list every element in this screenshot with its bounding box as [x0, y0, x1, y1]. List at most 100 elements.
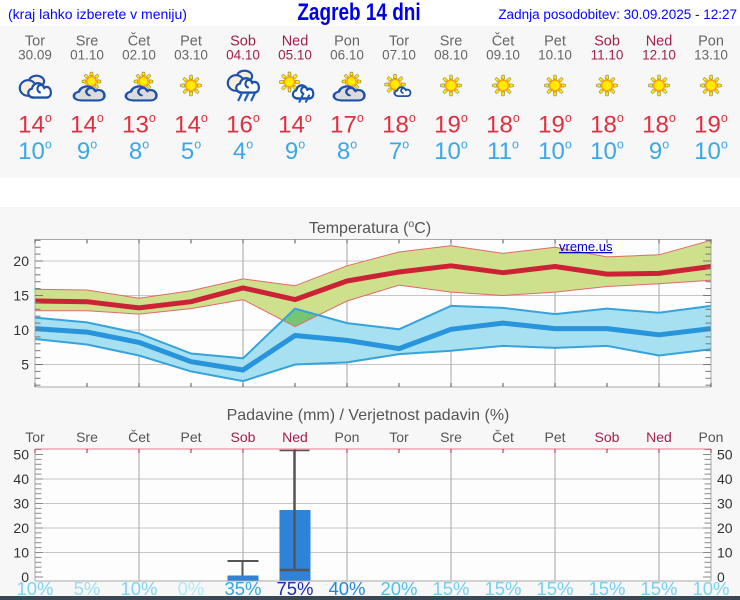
svg-text:5: 5 [21, 357, 29, 373]
svg-text:10.10: 10.10 [538, 48, 572, 63]
svg-text:10%: 10% [16, 578, 53, 599]
svg-text:15: 15 [13, 288, 29, 304]
svg-text:Čet: Čet [492, 429, 514, 445]
svg-text:15%: 15% [484, 578, 521, 599]
svg-text:Pon: Pon [699, 429, 724, 445]
svg-text:20: 20 [717, 520, 733, 536]
svg-text:Sob: Sob [595, 429, 620, 445]
svg-text:20: 20 [13, 253, 29, 269]
svg-text:10o: 10o [590, 138, 624, 166]
svg-text:30: 30 [13, 496, 29, 512]
svg-text:10o: 10o [694, 138, 728, 166]
svg-text:0: 0 [717, 569, 725, 585]
svg-text:Pet: Pet [544, 34, 566, 50]
svg-text:30: 30 [717, 496, 733, 512]
svg-text:Ned: Ned [646, 429, 672, 445]
svg-text:14o: 14o [70, 111, 104, 139]
svg-text:03.10: 03.10 [174, 48, 208, 63]
svg-text:40: 40 [717, 471, 733, 487]
svg-text:15%: 15% [588, 578, 625, 599]
svg-text:Pon: Pon [334, 34, 360, 50]
svg-text:50: 50 [717, 447, 733, 463]
svg-text:30.09: 30.09 [18, 48, 52, 63]
svg-text:4o: 4o [233, 138, 253, 166]
svg-text:9o: 9o [649, 138, 669, 166]
svg-text:Čet: Čet [128, 429, 150, 445]
svg-text:8o: 8o [337, 138, 357, 166]
svg-text:11o: 11o [487, 138, 519, 166]
svg-text:75%: 75% [276, 578, 313, 599]
svg-text:Čet: Čet [492, 33, 515, 50]
svg-text:13o: 13o [122, 111, 156, 139]
svg-text:Sob: Sob [231, 429, 256, 445]
svg-text:14o: 14o [278, 111, 312, 139]
svg-text:Sre: Sre [76, 429, 98, 445]
svg-text:10%: 10% [692, 578, 729, 599]
svg-text:02.10: 02.10 [122, 48, 156, 63]
svg-text:Pon: Pon [698, 34, 724, 50]
svg-text:Padavine (mm) / Verjetnost pad: Padavine (mm) / Verjetnost padavin (%) [227, 407, 510, 424]
svg-text:Sre: Sre [76, 34, 99, 50]
svg-text:10o: 10o [538, 138, 572, 166]
svg-text:14o: 14o [18, 111, 52, 139]
svg-text:0: 0 [21, 569, 29, 585]
svg-text:9o: 9o [77, 138, 97, 166]
svg-text:06.10: 06.10 [330, 48, 364, 63]
svg-text:Sre: Sre [440, 34, 463, 50]
svg-text:40%: 40% [328, 578, 365, 599]
svg-text:Sob: Sob [594, 34, 620, 50]
svg-text:40: 40 [13, 471, 29, 487]
svg-text:09.10: 09.10 [486, 48, 520, 63]
svg-text:Ned: Ned [282, 34, 309, 50]
svg-text:10: 10 [13, 322, 29, 338]
svg-text:15%: 15% [640, 578, 677, 599]
svg-text:Pet: Pet [544, 429, 565, 445]
svg-text:Tor: Tor [389, 429, 409, 445]
svg-text:10: 10 [717, 545, 733, 561]
svg-text:20%: 20% [380, 578, 417, 599]
svg-text:13.10: 13.10 [694, 48, 728, 63]
svg-text:04.10: 04.10 [226, 48, 260, 63]
svg-text:08.10: 08.10 [434, 48, 468, 63]
svg-text:01.10: 01.10 [70, 48, 104, 63]
svg-text:Temperatura (oC): Temperatura (oC) [309, 218, 431, 237]
svg-text:20: 20 [13, 520, 29, 536]
svg-text:5o: 5o [181, 138, 201, 166]
svg-text:17o: 17o [330, 111, 364, 139]
svg-text:11.10: 11.10 [591, 48, 624, 63]
svg-text:15%: 15% [536, 578, 573, 599]
svg-text:Sre: Sre [440, 429, 462, 445]
svg-text:18o: 18o [642, 111, 676, 139]
svg-text:Tor: Tor [25, 429, 45, 445]
svg-text:14o: 14o [174, 111, 208, 139]
svg-text:Tor: Tor [25, 34, 45, 50]
svg-text:10o: 10o [18, 138, 52, 166]
svg-text:9o: 9o [285, 138, 305, 166]
svg-text:12.10: 12.10 [642, 48, 676, 63]
svg-text:05.10: 05.10 [278, 48, 312, 63]
svg-text:19o: 19o [694, 111, 728, 139]
svg-text:10%: 10% [120, 578, 157, 599]
svg-text:5%: 5% [74, 578, 101, 599]
svg-text:18o: 18o [590, 111, 624, 139]
svg-text:7o: 7o [389, 138, 409, 166]
svg-text:Čet: Čet [128, 33, 151, 50]
svg-text:19o: 19o [538, 111, 572, 139]
svg-text:Tor: Tor [389, 34, 409, 50]
svg-text:8o: 8o [129, 138, 149, 166]
svg-text:16o: 16o [226, 111, 260, 139]
svg-text:Pet: Pet [180, 34, 202, 50]
svg-text:50: 50 [13, 447, 29, 463]
svg-text:10o: 10o [434, 138, 468, 166]
svg-text:35%: 35% [224, 578, 261, 599]
svg-text:10: 10 [13, 545, 29, 561]
svg-text:15%: 15% [432, 578, 469, 599]
svg-text:07.10: 07.10 [382, 48, 416, 63]
svg-text:18o: 18o [382, 111, 416, 139]
svg-text:Sob: Sob [230, 34, 256, 50]
svg-text:18o: 18o [486, 111, 520, 139]
svg-text:Ned: Ned [646, 34, 673, 50]
svg-text:Ned: Ned [282, 429, 308, 445]
svg-text:Pon: Pon [335, 429, 360, 445]
svg-text:19o: 19o [434, 111, 468, 139]
